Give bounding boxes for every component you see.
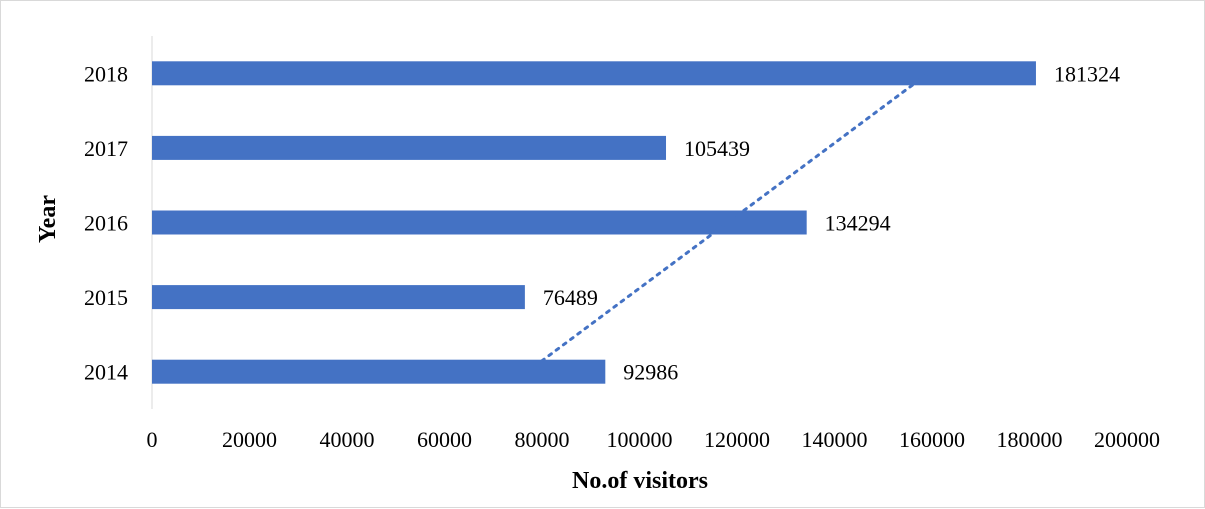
y-axis-title: Year — [35, 195, 61, 243]
y-tick-label: 2014 — [84, 360, 128, 385]
x-tick-label: 80000 — [515, 427, 570, 452]
data-label: 105439 — [684, 136, 750, 161]
bar — [152, 210, 807, 235]
bar — [152, 135, 667, 160]
x-tick-label: 20000 — [222, 427, 277, 452]
x-axis-ticks: 0 20000 40000 60000 80000 100000 120000 140000 1… — [147, 427, 1161, 452]
bars — [152, 61, 1036, 384]
x-tick-label: 140000 — [802, 427, 868, 452]
x-tick-label: 40000 — [320, 427, 375, 452]
data-label: 76489 — [543, 285, 598, 310]
y-tick-label: 2018 — [84, 61, 128, 86]
data-labels: 92986 76489 134294 105439 181324 — [543, 61, 1120, 384]
x-axis-title: No.of visitors — [572, 468, 708, 494]
x-tick-label: 200000 — [1094, 427, 1160, 452]
data-label: 181324 — [1054, 61, 1120, 86]
x-tick-label: 100000 — [607, 427, 673, 452]
y-tick-label: 2016 — [84, 211, 128, 236]
y-tick-label: 2015 — [84, 285, 128, 310]
data-label: 134294 — [825, 211, 891, 236]
x-tick-label: 60000 — [417, 427, 472, 452]
y-axis-ticks: 2014 2015 2016 2017 2018 — [84, 61, 128, 384]
x-tick-label: 180000 — [997, 427, 1063, 452]
trendline — [525, 71, 930, 374]
bar — [152, 61, 1036, 86]
y-tick-label: 2017 — [84, 136, 128, 161]
x-tick-label: 120000 — [704, 427, 770, 452]
x-tick-label: 0 — [147, 427, 158, 452]
x-tick-label: 160000 — [899, 427, 965, 452]
bar — [152, 285, 525, 310]
data-label: 92986 — [623, 360, 678, 385]
